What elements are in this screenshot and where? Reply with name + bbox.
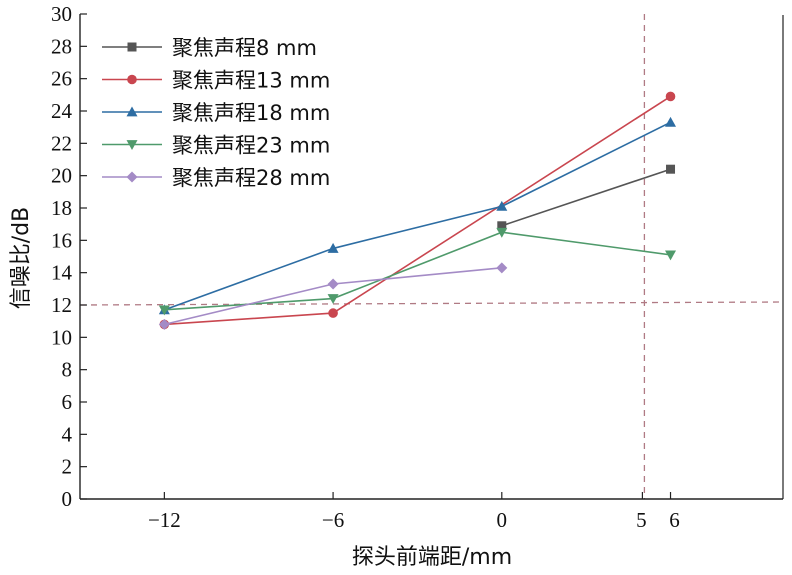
series-line-focus-8mm [501,168,671,227]
data-point-focus-23mm [327,294,339,305]
data-point-focus-28mm [158,318,170,330]
data-point-focus-8mm [497,221,507,231]
legend-item-focus-8mm: 聚焦声程8 mm [102,36,317,60]
x-tick-label: −6 [322,508,344,532]
series-focus-28mm [158,262,508,330]
data-point-focus-13mm [328,308,338,318]
x-tick-label: 5 [636,508,647,532]
data-point-focus-18mm [327,242,339,253]
plot-background [80,14,783,499]
data-point-focus-23mm [665,250,677,261]
reference-lines [79,14,784,499]
plot-area [80,14,783,499]
y-tick-label: 28 [51,34,72,58]
data-point-focus-23mm [496,227,508,238]
data-point-focus-13mm [665,91,676,102]
legend-item-focus-28mm: 聚焦声程28 mm [102,166,330,190]
y-tick-label: 10 [51,325,72,349]
y-tick-label: 4 [62,422,73,446]
x-tick-label: 0 [497,508,508,532]
y-tick-label: 24 [51,99,73,123]
legend-item-focus-13mm: 聚焦声程13 mm [102,69,330,93]
series-focus-13mm [159,91,676,330]
legend-swatch-marker [127,42,137,52]
data-point-focus-18mm [665,116,677,127]
y-tick-label: 12 [51,293,72,317]
y-tick-label: 2 [62,455,73,479]
legend-item-focus-23mm: 聚焦声程23 mm [102,134,330,158]
data-point-focus-8mm [666,164,676,174]
y-tick-label: 8 [62,358,73,382]
x-axis-title: 探头前端距/mm [352,545,512,570]
legend-swatch-marker [126,106,138,117]
legend-label: 聚焦声程28 mm [172,166,330,190]
data-point-focus-28mm [327,278,339,290]
legend-label: 聚焦声程13 mm [172,69,330,93]
legend-swatch-marker [126,171,138,183]
y-tick-label: 30 [51,2,72,26]
y-tick-label: 6 [62,390,73,414]
series-layer [158,91,677,330]
series-focus-8mm [497,164,676,231]
legend-swatch-marker [127,74,137,85]
legend: 聚焦声程8 mm 聚焦声程13 mm 聚焦声程18 mm 聚焦声程23 mm 聚焦声程2… [102,36,330,190]
y-axis-title: 信噪比/dB [9,207,34,309]
y-tick-label: 0 [62,487,73,511]
y-tick-label: 20 [51,164,72,188]
data-point-focus-18mm [496,200,508,211]
legend-label: 聚焦声程23 mm [172,134,330,158]
y-tick-label: 14 [51,261,73,285]
reference-line-horizontal [79,301,784,306]
x-tick-label: 6 [669,508,680,532]
y-tick-label: 22 [51,131,72,155]
data-point-focus-28mm [496,262,508,274]
x-tick-label: −12 [148,508,181,532]
legend-item-focus-18mm: 聚焦声程18 mm [102,101,330,125]
data-point-focus-23mm [158,305,170,316]
y-tick-label: 26 [51,67,72,91]
legend-label: 聚焦声程8 mm [172,36,317,60]
y-tick-label: 16 [51,228,72,252]
legend-swatch-marker [126,140,138,150]
y-tick-label: 18 [51,196,72,220]
series-line-focus-18mm [164,121,671,311]
legend-label: 聚焦声程18 mm [172,101,330,125]
